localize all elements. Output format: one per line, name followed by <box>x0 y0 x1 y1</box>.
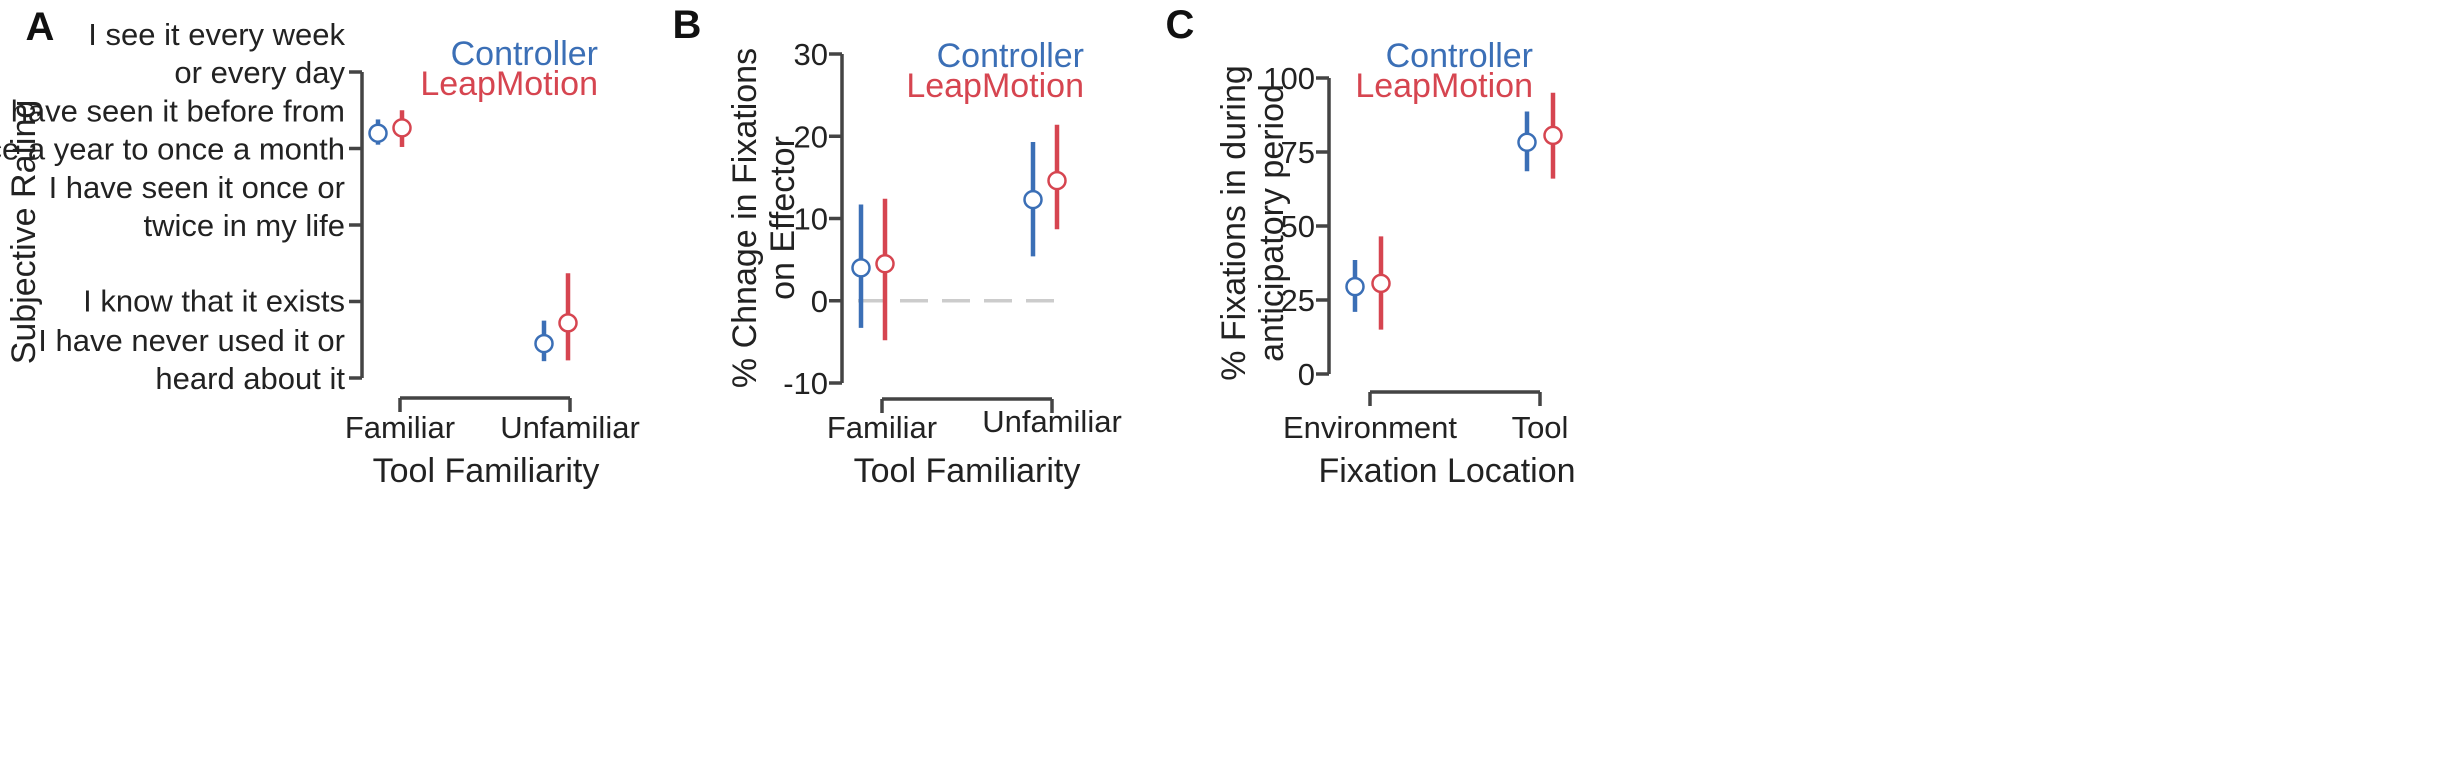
y-tick-label: or every day <box>174 55 345 90</box>
x-tick-label: Familiar <box>827 410 937 445</box>
y-tick-label: 75 <box>1281 135 1315 170</box>
data-point <box>875 253 895 274</box>
series-leapmotion <box>1371 92 1563 330</box>
x-axis-title: Tool Familiarity <box>373 452 600 490</box>
y-tick-label: 25 <box>1281 283 1315 318</box>
legend-entry-leapmotion: LeapMotion <box>1355 67 1533 105</box>
y-tick-label: 10 <box>794 202 828 237</box>
data-point <box>392 118 412 138</box>
legend-entry-leapmotion: LeapMotion <box>906 67 1084 105</box>
y-tick-label: 50 <box>1281 209 1315 244</box>
y-tick-label: heard about it <box>155 361 345 396</box>
y-tick-label: 100 <box>1263 61 1315 96</box>
y-tick-label: 0 <box>811 284 828 319</box>
y-tick-label: I have never used it or <box>38 323 345 358</box>
y-tick-label: 30 <box>794 37 828 72</box>
y-tick-label: I have seen it once or <box>49 170 345 205</box>
legend-entry-leapmotion: LeapMotion <box>420 65 598 103</box>
x-axis-title: Fixation Location <box>1318 452 1575 490</box>
y-tick-label: twice in my life <box>143 208 345 243</box>
x-tick-label: Tool <box>1512 410 1569 445</box>
y-axis-title: Subjective Rating <box>5 100 43 365</box>
y-axis-title-line: anticipatory period <box>1253 84 1291 362</box>
data-point <box>368 123 388 143</box>
x-axis-title: Tool Familiarity <box>854 452 1081 490</box>
y-tick-label: 20 <box>794 119 828 154</box>
x-tick-label: Familiar <box>345 410 455 445</box>
y-tick-label: I know that it exists <box>83 284 345 319</box>
series-leapmotion <box>875 124 1067 341</box>
y-axis-title-line: Subjective Rating <box>5 100 43 365</box>
x-tick-label: Environment <box>1283 410 1457 445</box>
y-axis-title-line: % Fixations in during <box>1215 65 1253 381</box>
data-point <box>1023 189 1043 210</box>
y-axis-title: % Chnage in Fixationson Effector <box>726 48 802 388</box>
y-axis-title-line: % Chnage in Fixations <box>726 48 764 388</box>
legend-entry-controller: Controller <box>937 37 1084 75</box>
y-tick-label: 0 <box>1298 357 1315 392</box>
data-point <box>851 258 871 278</box>
y-tick-label: once a year to once a month <box>0 132 345 167</box>
data-point <box>1543 125 1563 146</box>
data-point <box>534 333 554 354</box>
data-point <box>558 313 578 333</box>
data-point <box>1345 276 1365 297</box>
y-tick-label: I see it every week <box>88 17 345 52</box>
y-axis-title: % Fixations in duringanticipatory period <box>1215 65 1291 381</box>
data-point <box>1371 273 1391 294</box>
legend-entry-controller: Controller <box>451 35 598 73</box>
series-leapmotion <box>392 110 578 361</box>
x-tick-label: Unfamiliar <box>500 410 640 445</box>
panel-letter: A <box>26 5 55 49</box>
series-controller <box>851 142 1043 328</box>
panel-letter: B <box>673 3 702 47</box>
y-tick-label: I have seen it before from <box>0 94 345 129</box>
legend-entry-controller: Controller <box>1386 37 1533 75</box>
data-point <box>1047 170 1067 191</box>
series-controller <box>368 119 554 362</box>
y-axis-title-line: on Effector <box>764 136 802 300</box>
y-tick-label: -10 <box>783 366 828 401</box>
panel-letter: C <box>1166 3 1195 47</box>
data-point <box>1517 132 1537 152</box>
x-tick-label: Unfamiliar <box>982 404 1122 439</box>
series-controller <box>1345 111 1537 312</box>
